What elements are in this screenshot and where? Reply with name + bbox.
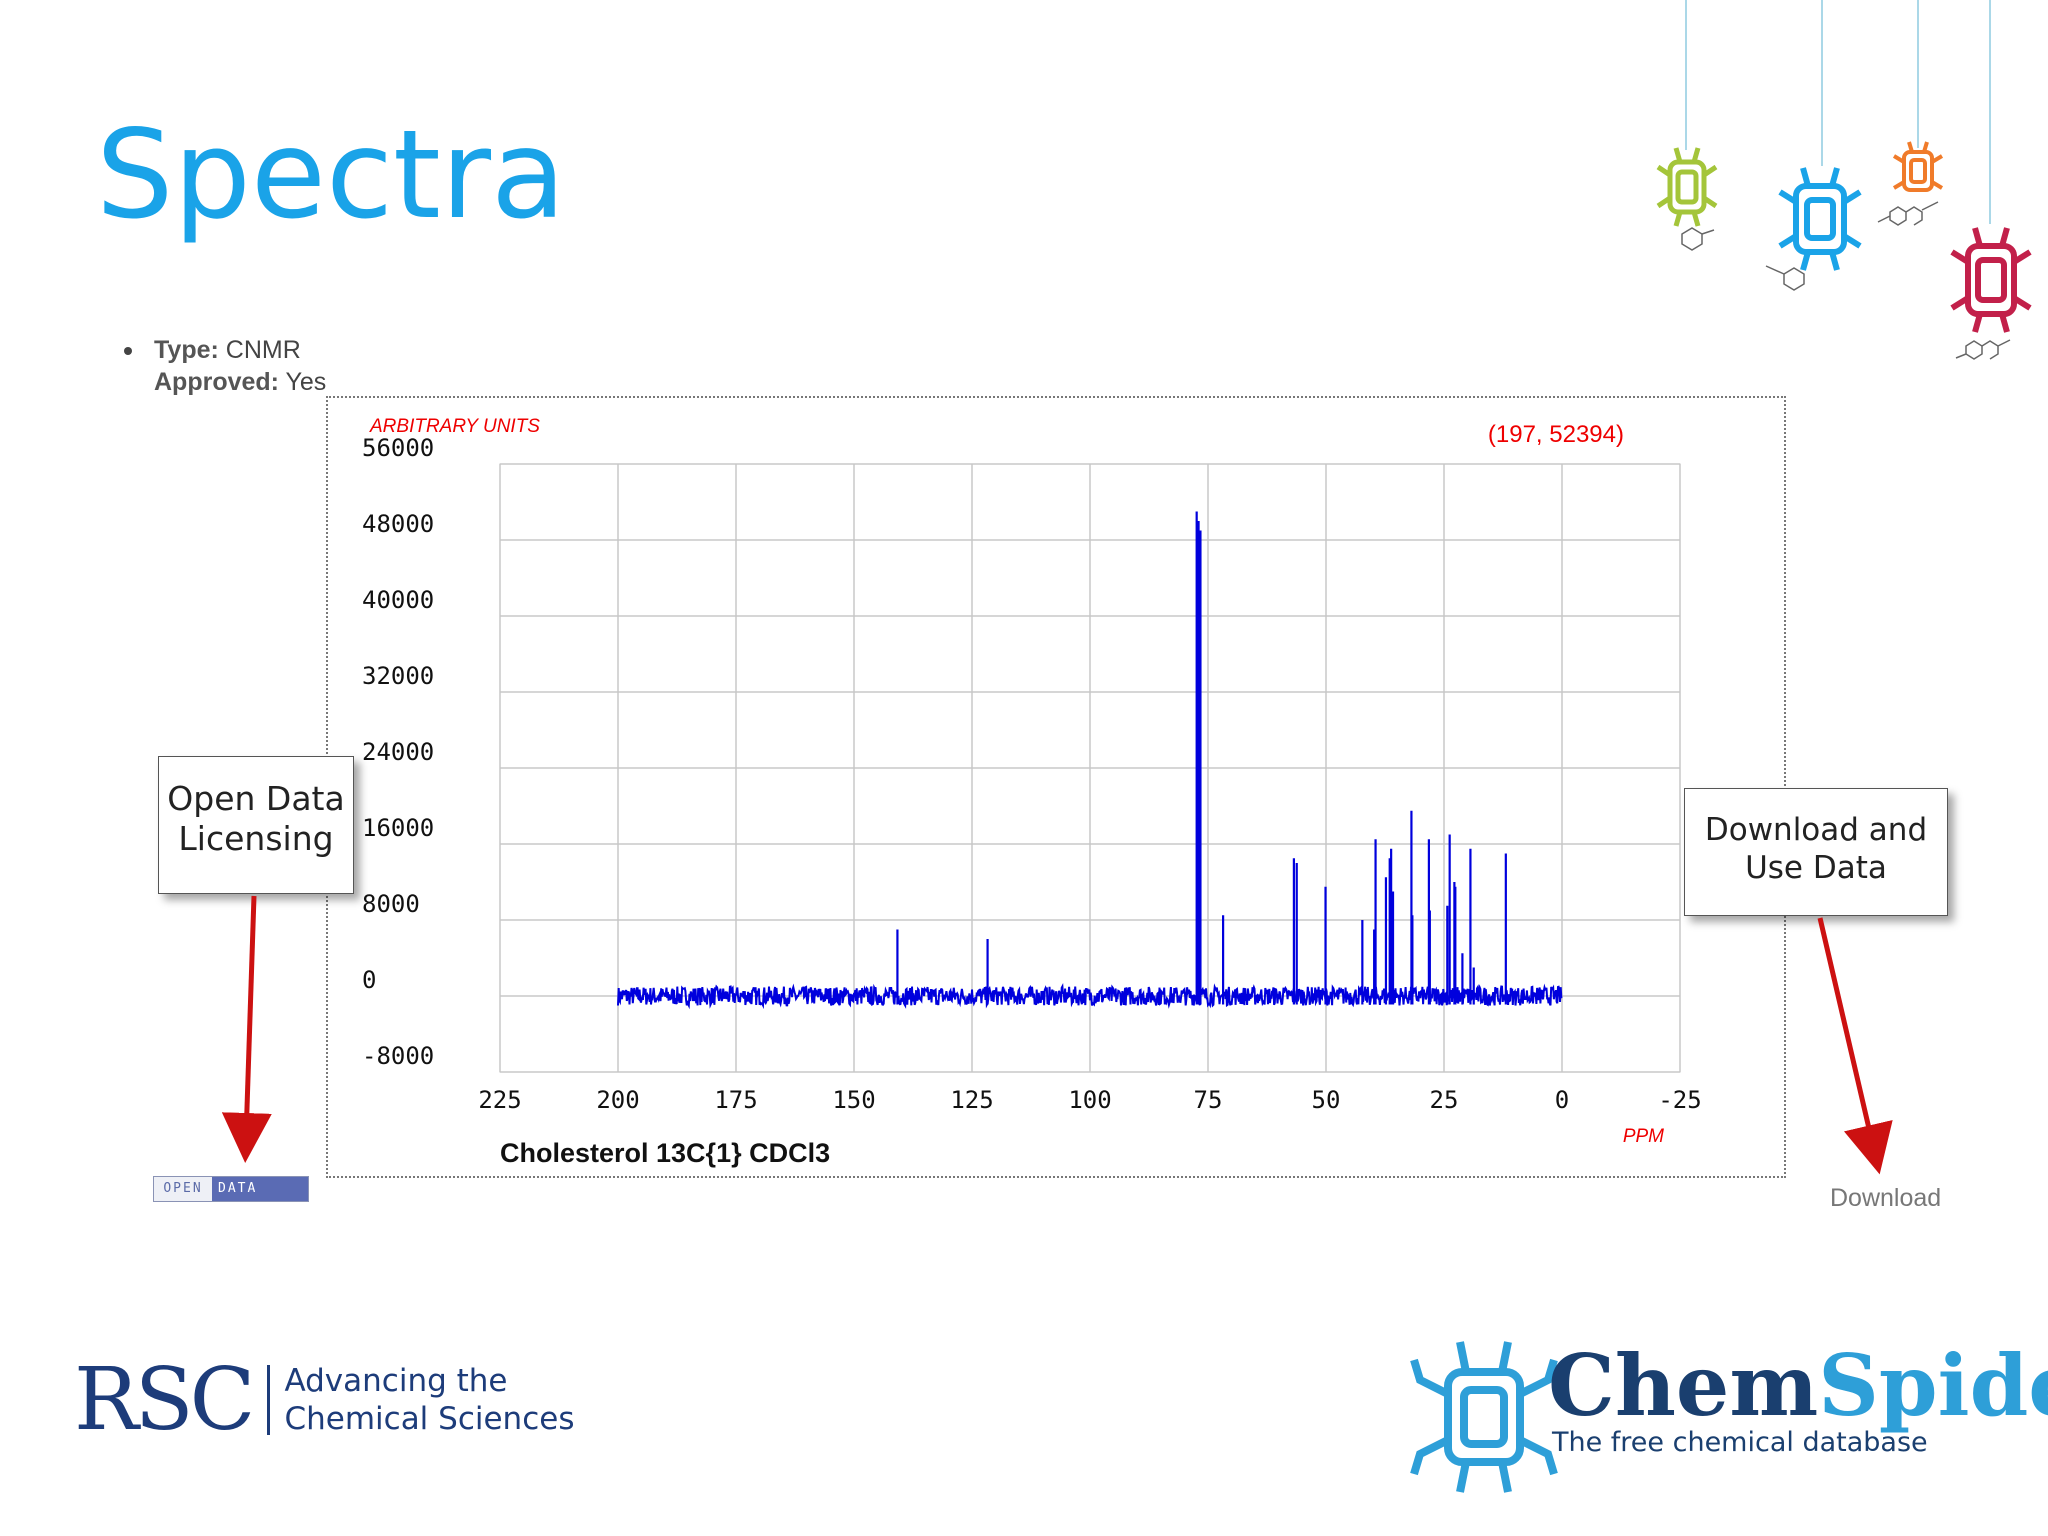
rsc-divider <box>267 1365 271 1435</box>
rsc-tagline-2: Chemical Sciences <box>284 1401 575 1437</box>
hanging-spiders-decoration <box>1600 0 2048 390</box>
y-tick-label: 56000 <box>362 434 434 462</box>
open-data-badge-data: DATA <box>212 1177 308 1201</box>
arrow-to-open-data-badge <box>221 895 272 1163</box>
red-spider-icon <box>1950 227 2032 333</box>
type-value: CNMR <box>225 336 301 364</box>
rsc-logo: RSC Advancing the Chemical Sciences <box>74 1350 574 1450</box>
x-tick-label: -25 <box>1658 1086 1701 1114</box>
x-tick-label: 225 <box>478 1086 521 1114</box>
rsc-wordmark: RSC <box>74 1350 255 1450</box>
spider-ornaments <box>1656 0 2032 360</box>
download-use-data-callout: Download and Use Data <box>1684 788 1948 916</box>
type-label: Type: <box>154 336 219 364</box>
y-tick-label: 48000 <box>362 510 434 538</box>
green-spider-icon <box>1656 147 1718 227</box>
y-tick-label: 16000 <box>362 814 434 842</box>
x-tick-label: 125 <box>950 1086 993 1114</box>
blue-spider-icon <box>1778 167 1862 271</box>
arrow-to-download-link <box>1817 917 1893 1175</box>
callout-left-text: Open Data Licensing <box>167 779 345 858</box>
rsc-tagline: Advancing the Chemical Sciences <box>284 1362 574 1438</box>
y-tick-label: 24000 <box>362 738 434 766</box>
approved-label: Approved: <box>154 368 279 396</box>
bullet-icon <box>124 347 132 355</box>
approved-value: Yes <box>285 368 327 396</box>
x-tick-label: 175 <box>714 1086 757 1114</box>
y-tick-label: 8000 <box>362 890 420 918</box>
spectrum-chart[interactable]: 225 200 175 150 125 100 75 50 25 0 -25 56000 48000 40… <box>328 398 1784 1176</box>
cursor-readout: (197, 52394) <box>1488 421 1624 448</box>
type-row: Type: CNMR <box>124 334 326 366</box>
callout-right-text: Download and Use Data <box>1704 812 1928 886</box>
spectrum-baseline <box>617 983 1563 1010</box>
spectrum-metadata: Type: CNMR Approved: Yes <box>124 334 326 398</box>
chemspider-spider-icon <box>1410 1341 1558 1493</box>
x-tick-label: 0 <box>1555 1086 1569 1114</box>
x-tick-label: 50 <box>1312 1086 1341 1114</box>
orange-spider-icon <box>1892 141 1944 192</box>
rsc-tagline-1: Advancing the <box>284 1363 508 1399</box>
y-tick-label: -8000 <box>362 1042 434 1070</box>
x-tick-label: 100 <box>1068 1086 1111 1114</box>
open-data-licensing-callout: Open Data Licensing <box>158 756 354 894</box>
y-tick-label: 40000 <box>362 586 434 614</box>
spectrum-viewer[interactable]: 225 200 175 150 125 100 75 50 25 0 -25 56000 48000 40… <box>326 396 1786 1178</box>
x-axis-label: PPM <box>1623 1126 1664 1147</box>
y-tick-label: 0 <box>362 966 376 994</box>
x-tick-label: 150 <box>832 1086 875 1114</box>
y-axis-label: ARBITRARY UNITS <box>369 416 540 437</box>
approved-row: Approved: Yes <box>124 366 326 398</box>
y-tick-label: 32000 <box>362 662 434 690</box>
x-tick-label: 200 <box>596 1086 639 1114</box>
open-data-badge-open: OPEN <box>154 1177 212 1201</box>
chemspider-chem: Chem <box>1548 1336 1819 1435</box>
chemspider-wordmark: ChemSpider The free chemical database <box>1548 1336 2048 1458</box>
slide-title: Spectra <box>96 104 566 246</box>
x-tick-label: 25 <box>1430 1086 1459 1114</box>
x-tick-label: 75 <box>1194 1086 1223 1114</box>
download-link[interactable]: Download <box>1830 1184 1942 1212</box>
chart-title: Cholesterol 13C{1} CDCl3 <box>500 1138 830 1168</box>
chemspider-spider: Spider <box>1818 1336 2048 1435</box>
chemspider-subtitle: The free chemical database <box>1552 1427 1928 1458</box>
molecule-sketch-icon <box>1681 201 2011 360</box>
open-data-badge[interactable]: OPEN DATA <box>153 1176 309 1202</box>
